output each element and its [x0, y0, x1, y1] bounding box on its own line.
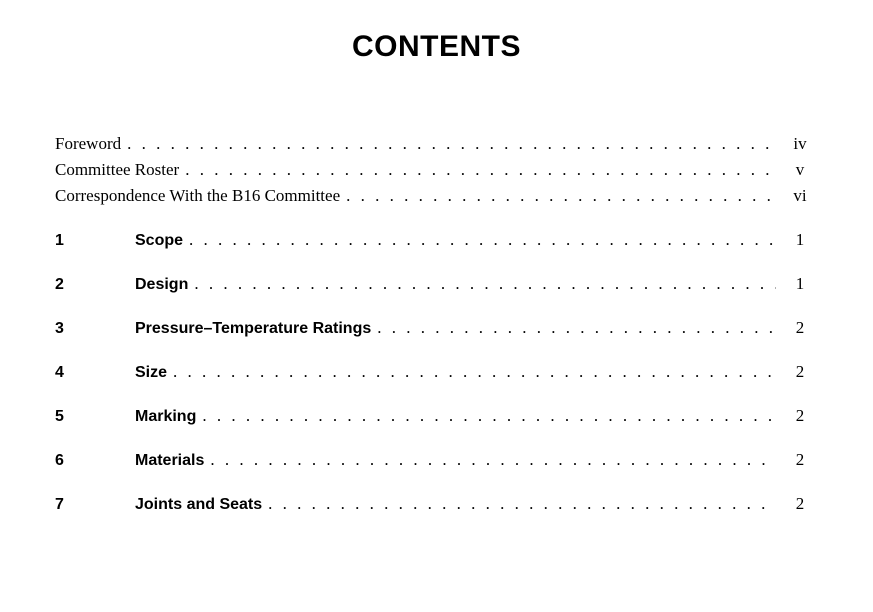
toc-leader	[185, 160, 776, 180]
toc-leader	[202, 406, 776, 426]
toc-section-row: 2 Design 1	[55, 274, 818, 294]
toc-page: 2	[782, 406, 818, 426]
toc-label: Committee Roster	[55, 160, 179, 180]
toc-label: Materials	[135, 452, 204, 470]
toc-leader	[377, 318, 776, 338]
toc-leader	[189, 230, 776, 250]
toc-page: 2	[782, 450, 818, 470]
toc-page: 2	[782, 362, 818, 382]
toc-section-number: 2	[55, 276, 135, 294]
toc-page: 1	[782, 274, 818, 294]
toc-leader	[173, 362, 776, 382]
toc-section-number: 5	[55, 408, 135, 426]
toc-page: 2	[782, 318, 818, 338]
toc-leader	[268, 494, 776, 514]
toc-section-row: 6 Materials 2	[55, 450, 818, 470]
toc-front-row: Foreword iv	[55, 134, 818, 154]
toc-label: Design	[135, 276, 188, 294]
document-page: CONTENTS Foreword iv Committee Roster v …	[0, 0, 873, 514]
toc-label: Correspondence With the B16 Committee	[55, 186, 340, 206]
toc-leader	[127, 134, 776, 154]
sections-list: 1 Scope 1 2 Design 1 3 Pressure–Temperat…	[55, 230, 818, 514]
toc-section-number: 3	[55, 320, 135, 338]
toc-section-row: 3 Pressure–Temperature Ratings 2	[55, 318, 818, 338]
toc-section-row: 1 Scope 1	[55, 230, 818, 250]
toc-leader	[194, 274, 776, 294]
toc-section-row: 4 Size 2	[55, 362, 818, 382]
toc-front-row: Correspondence With the B16 Committee vi	[55, 186, 818, 206]
toc-page: 2	[782, 494, 818, 514]
toc-section-number: 1	[55, 232, 135, 250]
toc-section-row: 5 Marking 2	[55, 406, 818, 426]
toc-section-row: 7 Joints and Seats 2	[55, 494, 818, 514]
toc-leader	[210, 450, 776, 470]
front-matter-list: Foreword iv Committee Roster v Correspon…	[55, 134, 818, 206]
page-title: CONTENTS	[55, 30, 818, 64]
toc-page: 1	[782, 230, 818, 250]
toc-page: v	[782, 160, 818, 180]
toc-section-number: 4	[55, 364, 135, 382]
toc-page: iv	[782, 134, 818, 154]
toc-page: vi	[782, 186, 818, 206]
toc-label: Pressure–Temperature Ratings	[135, 320, 371, 338]
toc-section-number: 7	[55, 496, 135, 514]
toc-label: Marking	[135, 408, 196, 426]
toc-front-row: Committee Roster v	[55, 160, 818, 180]
toc-label: Foreword	[55, 134, 121, 154]
toc-label: Scope	[135, 232, 183, 250]
toc-label: Size	[135, 364, 167, 382]
toc-label: Joints and Seats	[135, 496, 262, 514]
toc-section-number: 6	[55, 452, 135, 470]
toc-leader	[346, 186, 776, 206]
